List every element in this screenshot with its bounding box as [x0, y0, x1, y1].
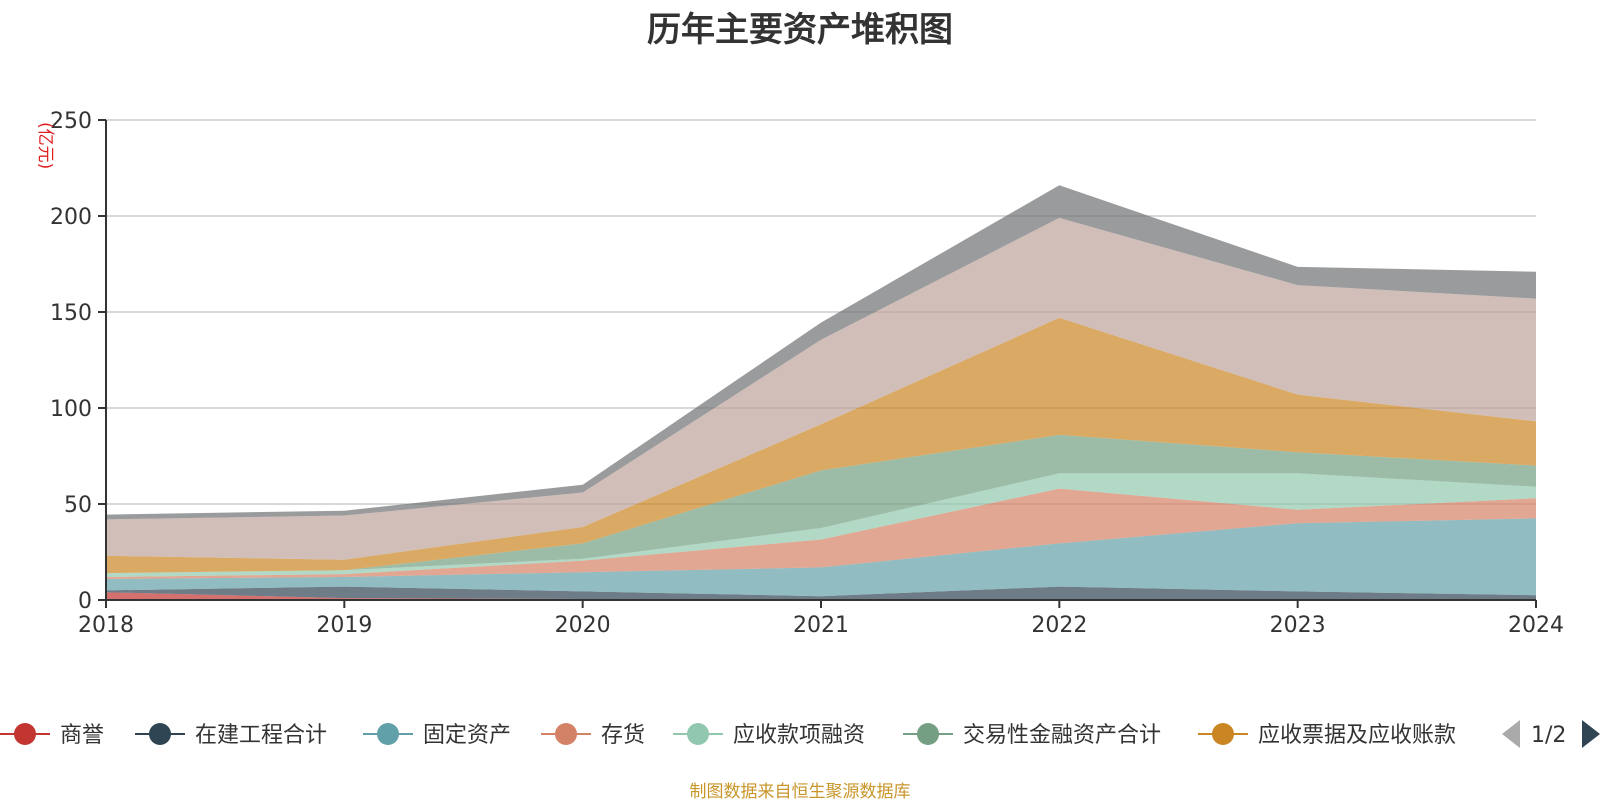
legend-item-3[interactable]: 存货: [541, 723, 645, 748]
legend-item-1[interactable]: 在建工程合计: [135, 723, 327, 748]
legend-item-2[interactable]: 固定资产: [363, 723, 511, 748]
legend-label-1: 在建工程合计: [195, 723, 327, 748]
legend-item-5[interactable]: 交易性金融资产合计: [903, 723, 1161, 748]
data-source-footer: 制图数据来自恒生聚源数据库: [689, 782, 911, 802]
x-tick-label-2024: 2024: [1508, 613, 1564, 638]
area-series-7: [106, 217, 1536, 560]
legend-label-6: 应收票据及应收账款: [1258, 723, 1456, 748]
x-tick-label-2018: 2018: [78, 613, 134, 638]
legend-marker-1: [149, 723, 171, 745]
x-tick-label-2019: 2019: [316, 613, 372, 638]
x-tick-label-2020: 2020: [555, 613, 611, 638]
y-tick-label-150: 150: [50, 301, 92, 326]
legend-label-0: 商誉: [60, 723, 104, 748]
y-tick-label-0: 0: [78, 589, 92, 614]
legend-next-page-icon[interactable]: [1582, 720, 1600, 748]
legend-item-4[interactable]: 应收款项融资: [673, 723, 865, 748]
legend-label-3: 存货: [601, 723, 645, 748]
legend-item-6[interactable]: 应收票据及应收账款: [1198, 723, 1456, 748]
legend-label-2: 固定资产: [423, 723, 511, 748]
legend-marker-4: [687, 723, 709, 745]
chart-title: 历年主要资产堆积图: [647, 10, 953, 50]
x-tick-label-2022: 2022: [1031, 613, 1087, 638]
legend-marker-5: [917, 723, 939, 745]
area-series: [106, 185, 1536, 600]
legend-marker-3: [555, 723, 577, 745]
area-series-1: [106, 586, 1536, 599]
y-tick-label-250: 250: [50, 109, 92, 134]
area-series-4: [106, 473, 1536, 577]
legend-item-0[interactable]: 商誉: [0, 723, 104, 748]
legend-label-5: 交易性金融资产合计: [963, 723, 1161, 748]
legend-page-indicator: 1/2: [1531, 723, 1566, 748]
y-tick-label-200: 200: [50, 205, 92, 230]
area-series-2: [106, 518, 1536, 597]
y-axis-ticks: 0 50 100 150 200 250: [50, 109, 106, 614]
x-axis-ticks: 2018 2019 2020 2021 2022 2023 2024: [78, 600, 1564, 638]
x-tick-label-2023: 2023: [1270, 613, 1326, 638]
area-series-3: [106, 488, 1536, 579]
legend-prev-page-icon[interactable]: [1502, 720, 1520, 748]
y-tick-label-100: 100: [50, 397, 92, 422]
y-axis-unit-label: (亿元): [35, 122, 55, 169]
y-tick-label-50: 50: [64, 493, 92, 518]
legend-marker-6: [1212, 723, 1234, 745]
area-series-6: [106, 317, 1536, 574]
legend-marker-2: [377, 723, 399, 745]
legend-pager: 1/2: [1502, 720, 1600, 748]
x-tick-label-2021: 2021: [793, 613, 849, 638]
area-series-5: [106, 434, 1536, 574]
legend: 商誉 在建工程合计 固定资产 存货 应收款项融资 交易性金融资产合计 应收票据及应收账款: [0, 723, 1456, 748]
legend-label-4: 应收款项融资: [733, 723, 865, 748]
legend-marker-0: [14, 723, 36, 745]
